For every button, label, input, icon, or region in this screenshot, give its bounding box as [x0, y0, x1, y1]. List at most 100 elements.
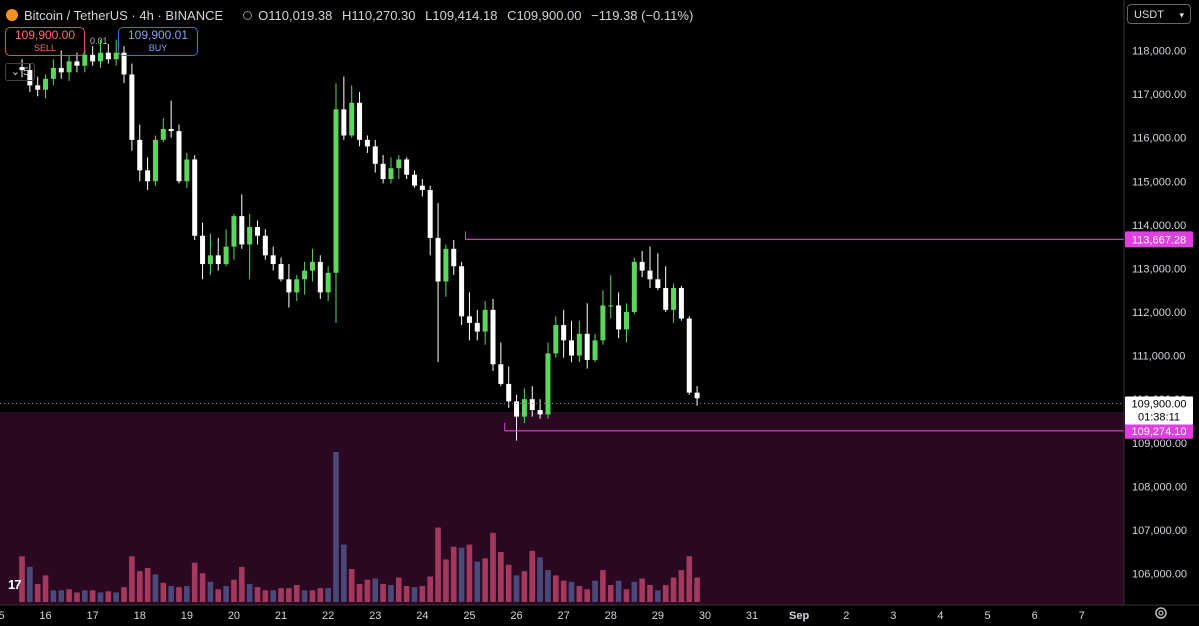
candle-body	[349, 102, 355, 136]
candle-body	[145, 170, 151, 182]
currency-select[interactable]: USDT ▾	[1127, 4, 1191, 24]
sell-button[interactable]: 109,900.00 SELL	[5, 27, 85, 56]
volume-bar	[97, 592, 104, 602]
horizontal-levels[interactable]	[464, 231, 1124, 432]
volume-bar	[74, 592, 80, 602]
candle-body	[255, 227, 260, 236]
candles	[19, 39, 700, 441]
volume-bar	[560, 580, 567, 602]
candle-body	[561, 325, 567, 341]
ohlc-open: O110,019.38	[258, 7, 333, 23]
candle-body	[506, 383, 512, 402]
candle-body	[600, 305, 606, 341]
volume-bar	[19, 556, 25, 602]
price-axis-label: 114,000.00	[1132, 220, 1186, 232]
candle-body	[50, 67, 56, 79]
volume-bar	[286, 588, 292, 602]
time-axis-label: 2	[843, 610, 849, 622]
ohlc-change: −119.38 (−0.11%)	[591, 7, 694, 23]
indicator-toggle-button[interactable]: ⌄ 5	[5, 63, 35, 81]
time-axis-label: 22	[322, 610, 334, 622]
candle-body	[129, 74, 135, 140]
volume-bar	[450, 546, 457, 602]
volume-bar	[490, 532, 496, 602]
candle-body	[537, 410, 543, 415]
candle-body	[74, 61, 80, 66]
candle-body	[529, 399, 535, 411]
volume-bar	[553, 575, 559, 602]
candle-body	[616, 305, 622, 330]
volume-bar	[458, 547, 465, 602]
ohlc-close: C109,900.00	[507, 7, 582, 23]
volume-bar	[144, 567, 151, 602]
chevron-down-icon: ⌄	[10, 66, 21, 78]
candle-body	[66, 61, 72, 73]
candle-body	[639, 261, 645, 271]
volume-bar	[66, 589, 72, 602]
settings-icon[interactable]	[1154, 606, 1168, 620]
time-axis-label: 17	[87, 610, 99, 622]
volume-bar	[301, 590, 308, 602]
candle-body	[98, 52, 103, 62]
price-axis-label: 118,000.00	[1132, 46, 1186, 58]
volume-bar	[647, 584, 653, 602]
volume-bar	[121, 587, 127, 602]
volume-bar	[191, 562, 198, 602]
volume-bar	[262, 590, 269, 602]
candle-body	[325, 272, 331, 293]
volume-bar	[631, 581, 638, 602]
buy-button[interactable]: 109,900.01 BUY	[118, 27, 198, 56]
candle-body	[514, 401, 520, 417]
candle-body	[137, 139, 143, 171]
price-axis-label: 107,000.00	[1132, 525, 1187, 537]
candle-body	[466, 316, 472, 323]
volume-bar	[576, 586, 583, 602]
price-axis-label: 111,000.00	[1132, 351, 1185, 363]
symbol-header: Bitcoin / TetherUS · 4h · BINANCE O110,0…	[6, 6, 699, 24]
price-axis-label: 116,000.00	[1132, 133, 1186, 145]
candle-body	[482, 309, 488, 332]
volume-bar	[223, 586, 229, 602]
time-axis-label: 25	[463, 610, 475, 622]
candle-body	[404, 159, 410, 175]
candle-body	[357, 102, 363, 140]
candle-body	[286, 279, 292, 293]
volume-bar	[670, 577, 677, 602]
candle-body	[686, 318, 692, 393]
time-axis-label: 27	[558, 610, 570, 622]
volume-bar	[396, 577, 402, 602]
symbol-title[interactable]: Bitcoin / TetherUS · 4h · BINANCE	[24, 7, 224, 23]
candle-body	[396, 159, 402, 169]
volume-bar	[58, 590, 65, 602]
time-axis-label: 26	[510, 610, 522, 622]
candle-body	[592, 340, 598, 360]
candle-body	[333, 109, 339, 273]
candle-body	[459, 266, 465, 317]
buy-price: 109,900.01	[127, 28, 189, 42]
volume-bar	[607, 584, 614, 602]
candle-body	[262, 235, 268, 256]
candle-body	[663, 288, 669, 310]
time-axis[interactable]: 1516171819202122232425262728293031Sep234…	[0, 610, 1085, 622]
volume-bar	[513, 575, 520, 602]
candle-body	[631, 261, 637, 312]
candle-body	[608, 305, 614, 307]
volume-bar	[411, 587, 418, 602]
sell-price: 109,900.00	[14, 28, 76, 42]
candle-body	[247, 227, 253, 245]
volume-bars	[19, 452, 700, 602]
volume-bar	[27, 566, 33, 602]
candle-body	[309, 261, 315, 271]
volume-bar	[427, 576, 433, 602]
candle-body	[317, 261, 323, 293]
ohlc-high: H110,270.30	[342, 7, 416, 23]
volume-bar	[403, 586, 410, 602]
candle-body	[215, 255, 221, 265]
ohlc-values: O110,019.38 H110,270.30 L109,414.18 C109…	[258, 8, 699, 23]
volume-bar	[136, 571, 143, 602]
candle-body	[200, 235, 206, 265]
volume-bar	[325, 588, 331, 602]
volume-bar	[231, 579, 237, 602]
candle-body	[184, 159, 190, 182]
